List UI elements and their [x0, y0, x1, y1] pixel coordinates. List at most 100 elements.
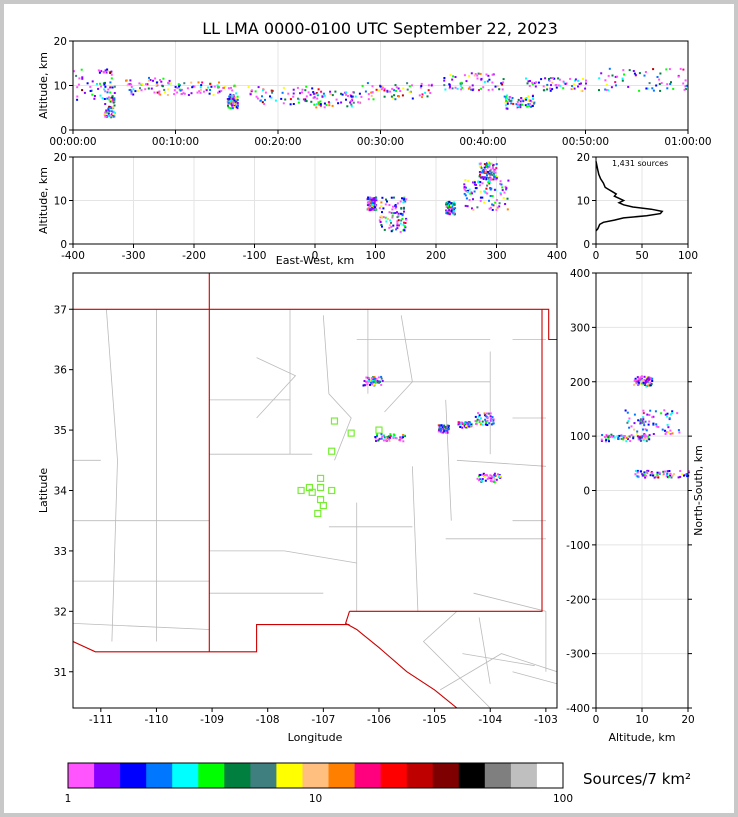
colorbar-swatch	[328, 763, 355, 788]
source-point	[461, 426, 464, 429]
source-point	[622, 69, 625, 72]
source-point	[176, 91, 179, 94]
source-point	[269, 95, 271, 98]
source-point	[399, 439, 402, 442]
source-point	[491, 81, 494, 84]
source-point	[494, 85, 497, 88]
source-point	[289, 98, 292, 101]
source-point	[633, 428, 636, 431]
source-point	[86, 82, 89, 85]
source-point	[401, 94, 404, 97]
source-point	[346, 105, 349, 108]
source-point	[396, 227, 399, 230]
source-point	[490, 419, 493, 422]
source-point	[448, 200, 451, 203]
source-point	[460, 81, 463, 84]
source-point	[335, 98, 338, 101]
source-point	[636, 430, 639, 433]
y-tick-label: 0	[583, 239, 590, 251]
source-point	[421, 93, 424, 96]
source-point	[605, 434, 608, 436]
source-point	[399, 230, 402, 233]
source-point	[448, 207, 451, 209]
source-point	[181, 88, 183, 91]
source-point	[485, 421, 488, 424]
source-point	[451, 78, 454, 81]
source-point	[210, 85, 213, 88]
source-point	[494, 171, 497, 174]
source-point	[487, 164, 490, 167]
source-point	[527, 80, 530, 83]
source-point	[396, 222, 399, 225]
source-point	[232, 105, 235, 108]
source-point	[470, 425, 473, 427]
source-point	[632, 70, 635, 72]
source-point	[352, 101, 355, 104]
source-point	[489, 412, 492, 415]
source-point	[483, 412, 486, 415]
source-point	[508, 98, 511, 101]
source-point	[642, 381, 645, 384]
source-point	[467, 423, 470, 426]
source-point	[190, 92, 193, 95]
source-point	[481, 423, 484, 426]
source-point	[484, 418, 487, 421]
source-point	[624, 409, 627, 412]
source-point	[628, 435, 631, 438]
source-point	[233, 99, 236, 102]
source-point	[470, 191, 473, 194]
source-point	[585, 82, 587, 85]
source-point	[331, 94, 334, 97]
source-point	[112, 111, 115, 114]
source-point	[483, 80, 486, 83]
source-point	[448, 202, 451, 205]
source-point	[113, 112, 116, 115]
source-point	[158, 92, 161, 95]
source-point	[484, 171, 487, 174]
source-point	[427, 89, 430, 92]
x-tick-label: 00:50:00	[562, 136, 609, 148]
source-point	[113, 92, 116, 94]
source-point	[495, 208, 498, 211]
y-tick-label: 31	[54, 667, 67, 679]
source-point	[313, 103, 316, 106]
source-point	[437, 430, 440, 433]
source-point	[371, 378, 374, 381]
source-point	[236, 107, 239, 110]
source-point	[485, 412, 488, 415]
source-point	[495, 177, 498, 180]
source-point	[372, 208, 375, 211]
lma-station-marker	[328, 486, 336, 495]
time-height-panel: 00:00:00 00:10:00 00:20:00 00:30:00 00:40:00…	[37, 36, 712, 148]
source-point	[496, 206, 499, 209]
source-point	[529, 102, 532, 105]
source-point	[645, 440, 648, 443]
source-point	[580, 89, 583, 92]
source-point	[640, 436, 643, 439]
source-point	[620, 437, 623, 440]
source-point	[658, 471, 661, 474]
source-point	[491, 178, 493, 181]
source-point	[448, 213, 451, 216]
source-point	[484, 190, 486, 193]
source-point	[495, 199, 498, 202]
source-point	[393, 212, 396, 215]
source-point	[504, 97, 507, 100]
source-point	[394, 437, 397, 439]
colorbar-swatch	[458, 763, 486, 788]
source-point	[320, 90, 323, 93]
source-point	[465, 425, 468, 428]
source-point	[378, 219, 381, 222]
source-point	[643, 375, 646, 378]
source-point	[491, 203, 494, 206]
source-point	[403, 221, 405, 224]
source-point	[446, 203, 449, 206]
colorbar-swatch	[510, 763, 538, 788]
source-point	[106, 91, 109, 94]
source-point	[366, 82, 369, 85]
source-point	[572, 83, 575, 86]
source-point	[524, 104, 527, 107]
source-point	[112, 114, 114, 117]
source-point	[366, 198, 369, 201]
source-point	[141, 83, 144, 86]
